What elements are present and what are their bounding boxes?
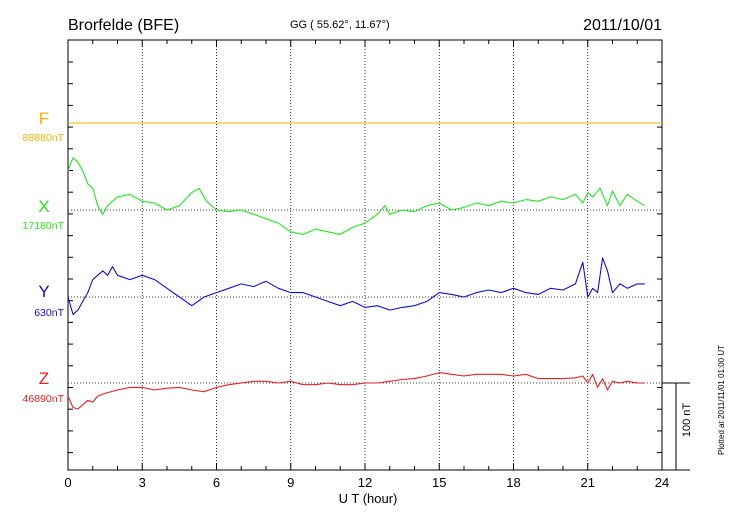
scale-bar-label: 100 nT — [681, 403, 693, 438]
series-group — [67, 122, 662, 410]
series-Y-line — [67, 257, 645, 315]
x-tick-label: 3 — [139, 475, 146, 490]
x-tick-label: 21 — [581, 475, 595, 490]
x-tick-label: 18 — [506, 475, 520, 490]
series-Z-line — [67, 372, 645, 410]
plotted-timestamp: Plotted at 2011/11/01 01:00 UT — [717, 345, 726, 455]
series-X-name: X — [38, 197, 49, 216]
series-X-baseline-label: 17180nT — [23, 220, 65, 232]
x-tick-label: 12 — [358, 475, 372, 490]
x-tick-label: 15 — [432, 475, 446, 490]
series-X-line — [67, 157, 645, 235]
x-tick-label: 6 — [213, 475, 220, 490]
x-axis-label: U T (hour) — [339, 491, 398, 506]
scale-bar: 100 nT — [662, 382, 693, 471]
vertical-grid — [141, 40, 589, 470]
series-Z-baseline-label: 46890nT — [23, 393, 65, 405]
series-F-baseline-label: 88880nT — [23, 132, 65, 144]
series-Y-baseline-label: 630nT — [34, 307, 64, 319]
series-F-name: F — [39, 109, 49, 128]
x-tick-label: 0 — [64, 475, 71, 490]
plot-frame — [67, 39, 663, 471]
series-Z-name: Z — [39, 369, 49, 388]
series-labels: F 88880nT X 17180nT Y 630nT Z 46890nT — [23, 109, 65, 405]
station-title: Brorfelde (BFE) — [68, 17, 179, 34]
x-tick-labels: 0 3 6 9 12 15 18 21 24 — [64, 475, 669, 490]
plot-date: 2011/10/01 — [583, 17, 662, 34]
series-Y-name: Y — [38, 282, 49, 301]
axis-ticks — [67, 40, 663, 470]
x-tick-label: 24 — [655, 475, 669, 490]
x-tick-label: 9 — [287, 475, 294, 490]
station-coordinates: GG ( 55.62°, 11.67°) — [290, 19, 390, 31]
